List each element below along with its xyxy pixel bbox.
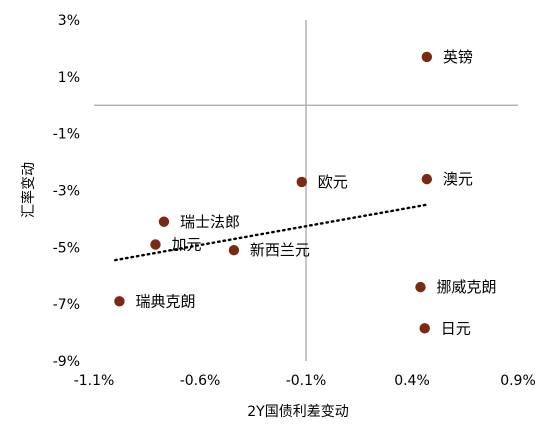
data-point bbox=[114, 296, 125, 307]
point-label: 日元 bbox=[441, 319, 471, 337]
y-tick-label: -7% bbox=[53, 297, 80, 313]
y-tick-label: -3% bbox=[53, 184, 80, 200]
data-point bbox=[158, 216, 170, 227]
data-point bbox=[415, 281, 426, 293]
point-label: 英镑 bbox=[443, 48, 473, 66]
y-tick-labels: 3% 1% -1% -3% -5% -7% -9% bbox=[53, 13, 80, 370]
x-tick-label: -0.1% bbox=[286, 373, 327, 389]
data-point bbox=[421, 173, 433, 185]
data-point bbox=[421, 51, 433, 63]
data-point bbox=[419, 323, 430, 334]
point-label: 新西兰元 bbox=[250, 241, 310, 259]
y-tick-label: 1% bbox=[58, 70, 80, 86]
point-label: 欧元 bbox=[318, 173, 348, 191]
x-tick-label: 0.9% bbox=[500, 373, 536, 389]
x-tick-label: -1.1% bbox=[74, 373, 115, 389]
x-tick-labels: -1.1% -0.6% -0.1% 0.4% 0.9% bbox=[74, 373, 536, 389]
point-label: 瑞典克朗 bbox=[135, 292, 195, 310]
data-points bbox=[114, 51, 433, 334]
x-axis-title: 2Y国债利差变动 bbox=[247, 404, 348, 420]
x-tick-label: -0.6% bbox=[180, 373, 221, 389]
data-point bbox=[228, 244, 240, 256]
trendline bbox=[113, 203, 429, 262]
y-tick-label: -9% bbox=[53, 354, 80, 370]
y-tick-label: -1% bbox=[53, 127, 80, 143]
y-tick-label: 3% bbox=[58, 13, 80, 29]
point-label: 加元 bbox=[171, 235, 201, 253]
trendline-group bbox=[113, 203, 429, 262]
y-tick-label: -5% bbox=[53, 240, 80, 256]
data-point bbox=[150, 239, 161, 250]
point-label: 瑞士法郎 bbox=[180, 213, 240, 231]
reference-lines bbox=[94, 20, 518, 361]
y-axis-title: 汇率变动 bbox=[20, 162, 37, 218]
x-tick-label: 0.4% bbox=[394, 373, 430, 389]
point-label: 澳元 bbox=[443, 170, 473, 188]
point-label: 挪威克朗 bbox=[436, 278, 496, 296]
data-point bbox=[296, 176, 307, 188]
